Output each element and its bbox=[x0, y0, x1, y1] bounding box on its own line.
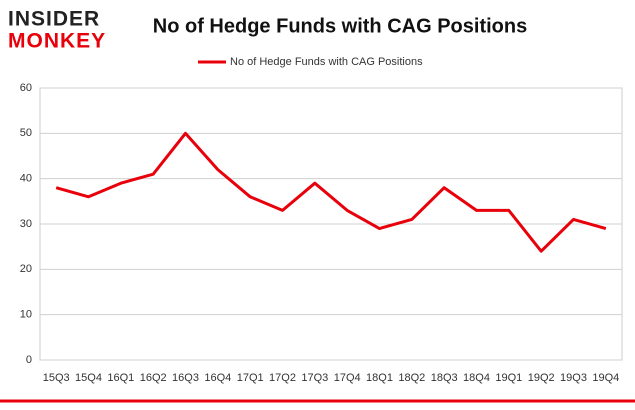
x-tick-label: 19Q3 bbox=[560, 372, 587, 384]
y-tick-label: 20 bbox=[20, 263, 32, 275]
x-tick-label: 19Q1 bbox=[495, 372, 522, 384]
x-tick-label: 18Q2 bbox=[398, 372, 425, 384]
x-tick-label: 16Q2 bbox=[140, 372, 167, 384]
y-tick-label: 60 bbox=[20, 82, 32, 94]
legend-label: No of Hedge Funds with CAG Positions bbox=[230, 56, 423, 68]
x-tick-label: 16Q1 bbox=[107, 372, 134, 384]
x-tick-label: 19Q4 bbox=[592, 372, 619, 384]
y-tick-label: 0 bbox=[26, 354, 32, 366]
x-tick-label: 17Q4 bbox=[334, 372, 361, 384]
series-line bbox=[55, 131, 607, 253]
x-tick-label: 19Q2 bbox=[528, 372, 555, 384]
y-tick-label: 50 bbox=[20, 127, 32, 139]
x-tick-label: 17Q2 bbox=[269, 372, 296, 384]
x-tick-label: 18Q3 bbox=[431, 372, 458, 384]
y-tick-label: 10 bbox=[20, 309, 32, 321]
logo-top: INSIDER bbox=[8, 8, 100, 31]
y-tick-label: 40 bbox=[20, 173, 32, 185]
x-tick-label: 17Q1 bbox=[237, 372, 264, 384]
x-tick-label: 18Q1 bbox=[366, 372, 393, 384]
x-tick-label: 17Q3 bbox=[301, 372, 328, 384]
x-tick-label: 15Q4 bbox=[75, 372, 102, 384]
logo-bottom: MONKEY bbox=[8, 30, 106, 53]
x-tick-label: 16Q3 bbox=[172, 372, 199, 384]
chart-title: No of Hedge Funds with CAG Positions bbox=[153, 15, 527, 37]
x-tick-label: 18Q4 bbox=[463, 372, 490, 384]
y-tick-label: 30 bbox=[20, 218, 32, 230]
x-tick-label: 16Q4 bbox=[204, 372, 231, 384]
x-tick-label: 15Q3 bbox=[43, 372, 70, 384]
